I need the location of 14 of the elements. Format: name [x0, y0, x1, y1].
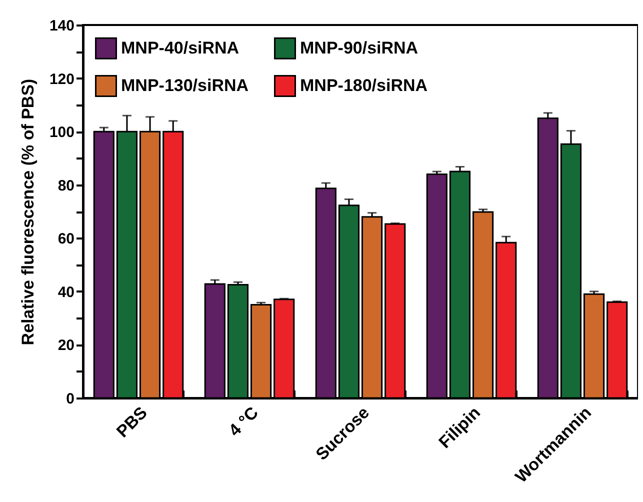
y-tick-label: 80 [58, 177, 74, 194]
y-tick-label: 100 [49, 124, 74, 142]
legend-label: MNP-180/siRNA [300, 76, 428, 95]
y-tick-label: 20 [58, 337, 74, 354]
legend-label: MNP-40/siRNA [121, 38, 240, 58]
y-tick-label: 120 [49, 70, 74, 88]
y-axis-title: Relative fluorescence (% of PBS) [18, 78, 38, 346]
legend-label: MNP-130/siRNA [121, 76, 249, 95]
y-tick-label: 60 [58, 230, 74, 248]
x-tick-label: 4 °C [225, 403, 262, 440]
y-tick-label: 140 [49, 18, 74, 34]
legend-label: MNP-90/siRNA [300, 38, 418, 58]
y-tick-label: 40 [58, 284, 74, 301]
y-tick-label: 0 [66, 390, 74, 408]
